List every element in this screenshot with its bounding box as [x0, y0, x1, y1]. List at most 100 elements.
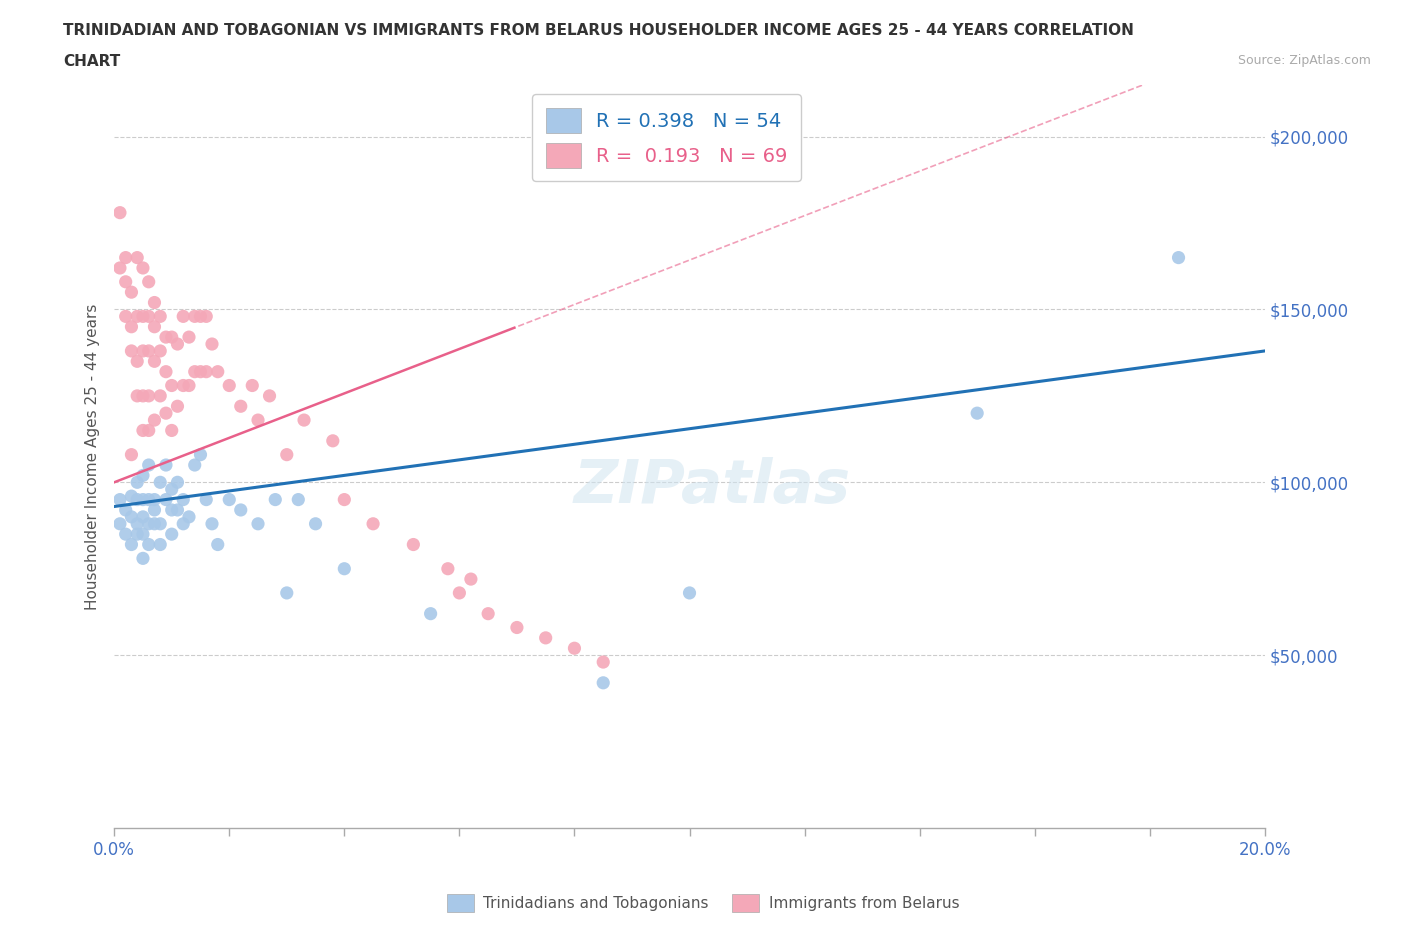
Point [229, 502, 252, 517]
Point [138, 492, 160, 507]
Point [114, 250, 136, 265]
Point [132, 309, 155, 324]
Point [143, 295, 166, 310]
Point [247, 516, 270, 531]
Point [292, 413, 315, 428]
Point [592, 655, 614, 670]
Legend: R = 0.398   N = 54, R =  0.193   N = 69: R = 0.398 N = 54, R = 0.193 N = 69 [531, 95, 801, 181]
Point [177, 510, 200, 525]
Point [132, 423, 155, 438]
Point [108, 492, 131, 507]
Point [276, 586, 298, 601]
Point [127, 526, 149, 541]
Point [155, 365, 177, 379]
Point [132, 551, 155, 565]
Point [190, 447, 212, 462]
Point [184, 458, 207, 472]
Point [166, 337, 188, 352]
Point [120, 510, 142, 525]
Point [449, 586, 471, 601]
Point [127, 516, 149, 531]
Point [402, 538, 425, 552]
Point [195, 365, 218, 379]
Point [177, 379, 200, 393]
Point [138, 309, 160, 324]
Point [172, 309, 194, 324]
Legend: Trinidadians and Tobagonians, Immigrants from Belarus: Trinidadians and Tobagonians, Immigrants… [440, 888, 966, 918]
Point [1167, 250, 1189, 265]
Point [172, 379, 194, 393]
Point [419, 606, 441, 621]
Point [120, 538, 142, 552]
Point [207, 538, 229, 552]
Point [534, 631, 557, 645]
Point [138, 389, 160, 404]
Point [127, 309, 149, 324]
Point [149, 309, 172, 324]
Point [477, 606, 499, 621]
Point [437, 562, 460, 577]
Point [127, 492, 149, 507]
Point [143, 354, 166, 369]
Point [361, 516, 384, 531]
Point [114, 309, 136, 324]
Point [240, 379, 263, 393]
Point [177, 329, 200, 344]
Point [229, 399, 252, 414]
Point [132, 492, 155, 507]
Point [564, 641, 586, 656]
Point [966, 405, 988, 420]
Point [322, 433, 344, 448]
Point [166, 475, 188, 490]
Point [160, 502, 183, 517]
Point [304, 516, 326, 531]
Point [184, 365, 207, 379]
Point [218, 492, 240, 507]
Point [259, 389, 281, 404]
Point [132, 526, 155, 541]
Point [678, 586, 700, 601]
Point [120, 285, 142, 299]
Point [190, 309, 212, 324]
Point [247, 413, 270, 428]
Point [172, 516, 194, 531]
Point [195, 492, 218, 507]
Point [160, 526, 183, 541]
Point [160, 329, 183, 344]
Point [120, 447, 142, 462]
Text: CHART: CHART [63, 54, 121, 69]
Point [114, 274, 136, 289]
Point [506, 620, 529, 635]
Point [201, 337, 224, 352]
Point [138, 343, 160, 358]
Point [132, 389, 155, 404]
Point [184, 309, 207, 324]
Point [160, 482, 183, 497]
Point [127, 389, 149, 404]
Point [143, 502, 166, 517]
Point [114, 502, 136, 517]
Point [120, 343, 142, 358]
Point [132, 343, 155, 358]
Point [195, 309, 218, 324]
Point [166, 399, 188, 414]
Point [108, 206, 131, 220]
Text: TRINIDADIAN AND TOBAGONIAN VS IMMIGRANTS FROM BELARUS HOUSEHOLDER INCOME AGES 25: TRINIDADIAN AND TOBAGONIAN VS IMMIGRANTS… [63, 23, 1135, 38]
Point [143, 413, 166, 428]
Point [276, 447, 298, 462]
Point [138, 538, 160, 552]
Point [127, 250, 149, 265]
Point [460, 572, 482, 587]
Point [218, 379, 240, 393]
Point [143, 516, 166, 531]
Point [127, 354, 149, 369]
Point [143, 319, 166, 334]
Point [120, 488, 142, 503]
Point [333, 492, 356, 507]
Point [160, 379, 183, 393]
Y-axis label: Householder Income Ages 25 - 44 years: Householder Income Ages 25 - 44 years [86, 303, 100, 609]
Point [155, 405, 177, 420]
Point [149, 389, 172, 404]
Point [149, 538, 172, 552]
Point [120, 319, 142, 334]
